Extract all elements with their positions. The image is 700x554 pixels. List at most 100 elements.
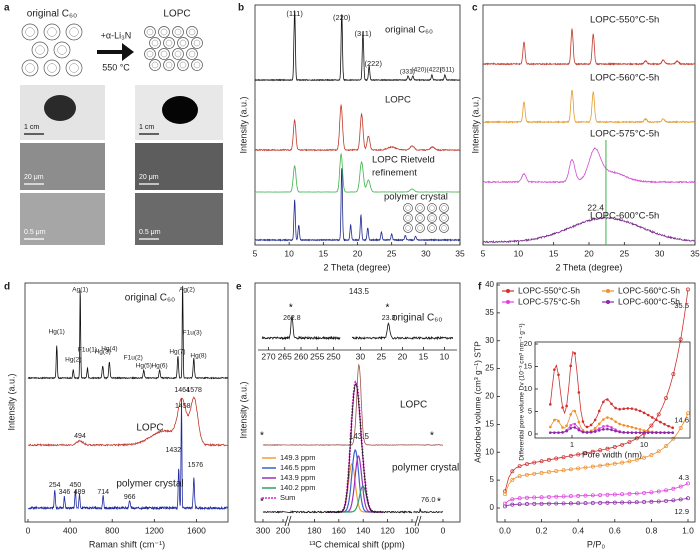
panel-label: a — [4, 3, 10, 14]
peak-label: 1458 — [175, 403, 191, 410]
x-axis-label: ¹³C chemical shift (ppm) — [309, 539, 405, 549]
mode-label: Hg(7) — [169, 349, 185, 356]
c60-icon — [25, 27, 35, 37]
trace-label: polymer crystal — [392, 463, 459, 474]
x-tick-label: 120 — [381, 525, 395, 535]
mode-label: F1u(1) — [78, 347, 97, 354]
peak-label: (422) — [426, 67, 441, 74]
legend-label: LOPC-575°C-5h — [518, 296, 580, 306]
trace-label: LOPC-550°C-5h — [590, 15, 659, 26]
x-tick-label: 1200 — [145, 525, 164, 535]
c60-icon — [43, 23, 61, 41]
y-tick-label: 25 — [485, 364, 494, 373]
isotherm-point — [503, 504, 507, 509]
x-tick-label: 20 — [353, 248, 363, 258]
c60-icon — [160, 50, 168, 58]
sample-photo — [44, 95, 76, 121]
y-tick-label: 10 — [524, 384, 532, 393]
c60-icon — [179, 39, 187, 47]
y-axis-label: Adsorbed volume (cm³ g⁻¹) STP — [472, 341, 482, 463]
peak-label: (220) — [333, 13, 351, 22]
c60-icon — [429, 215, 435, 221]
x-tick-label: 15 — [319, 248, 329, 258]
x-tick-label: 800 — [105, 525, 119, 535]
y-tick-label: 5 — [490, 475, 495, 484]
c60-icon — [144, 48, 156, 60]
c60-icon — [191, 59, 203, 71]
c60-icon — [25, 63, 35, 73]
c60-icon — [186, 48, 198, 60]
x-tick-label: 20 — [398, 351, 408, 361]
peak-label: (311) — [354, 29, 371, 38]
x-tick-label: 0.6 — [609, 525, 621, 535]
c60-icon — [177, 37, 189, 49]
c60-icon — [69, 27, 79, 37]
sample-photo — [162, 96, 198, 124]
spectrum-trace — [482, 147, 696, 184]
trace-label: LOPC-575°C-5h — [590, 129, 659, 140]
axis-break — [286, 515, 290, 527]
x-tick-label: 0.2 — [536, 525, 548, 535]
peak-label: 23.3 — [382, 315, 396, 322]
c60-icon — [158, 48, 170, 60]
isotherm — [504, 289, 689, 492]
x-tick-label: 270 — [261, 351, 275, 361]
trace-label: polymer crystal — [384, 192, 448, 203]
peak-label: (111) — [286, 9, 303, 18]
c60-icon — [65, 59, 83, 77]
x-tick-label: 200 — [276, 525, 290, 535]
x-tick-label: 0 — [26, 525, 31, 535]
x-tick-label: 30 — [356, 351, 366, 361]
peak-label: 714 — [97, 489, 109, 496]
x-tick-label: 300 — [256, 525, 270, 535]
isotherm — [504, 413, 689, 495]
c60-icon — [417, 225, 423, 231]
peak-label: 76.0 — [421, 495, 436, 504]
spectrum-trace — [27, 398, 228, 511]
plot-frame — [534, 341, 691, 439]
c60-icon — [158, 26, 170, 38]
peak-label: 254 — [49, 482, 61, 489]
end-label: 12.9 — [674, 507, 689, 516]
x-tick-label: 25 — [387, 248, 397, 258]
c60-icon — [146, 50, 154, 58]
psd-curve — [550, 426, 673, 433]
x-tick-label: 1600 — [187, 525, 206, 535]
micrograph — [135, 143, 223, 190]
spectrum-trace — [28, 396, 229, 448]
mode-label: Hg(2) — [65, 357, 81, 364]
x-tick-label: 160 — [332, 525, 346, 535]
peak-label: (420) — [411, 67, 426, 74]
peak-label: (511) — [440, 67, 455, 74]
isotherm — [504, 483, 689, 504]
x-tick-label: 250 — [326, 351, 340, 361]
peak-label: 1464 — [174, 387, 190, 394]
peak-label: 1576 — [188, 462, 204, 469]
c60-icon — [31, 41, 49, 59]
legend-label: 146.5 ppm — [280, 463, 315, 472]
plot-frame — [254, 282, 461, 523]
psd-point — [549, 403, 552, 406]
c60-icon — [403, 223, 413, 233]
isotherm-point — [510, 477, 515, 482]
panel-label: b — [238, 3, 244, 14]
scale-bar-label: 0.5 μm — [139, 229, 161, 236]
isotherm-point — [664, 396, 668, 401]
spectrum-trace — [482, 216, 696, 244]
c60-icon — [151, 39, 159, 47]
x-tick-label: 35 — [455, 248, 465, 258]
peak-label: 346 — [59, 489, 71, 496]
x-tick-label: 10 — [640, 440, 648, 449]
c60-icon — [417, 205, 423, 211]
x-tick-label: 1 — [570, 440, 574, 449]
x-tick-label: 1.0 — [682, 525, 694, 535]
spectrum-trace — [482, 89, 696, 124]
c60-icon — [441, 205, 447, 211]
y-tick-label: 5 — [528, 406, 532, 415]
x-tick-label: 30 — [421, 248, 431, 258]
y-axis-label: Intensity (a.u.) — [238, 96, 248, 153]
c60-icon — [174, 28, 182, 36]
c60-icon — [191, 37, 203, 49]
x-tick-label: 400 — [63, 525, 77, 535]
